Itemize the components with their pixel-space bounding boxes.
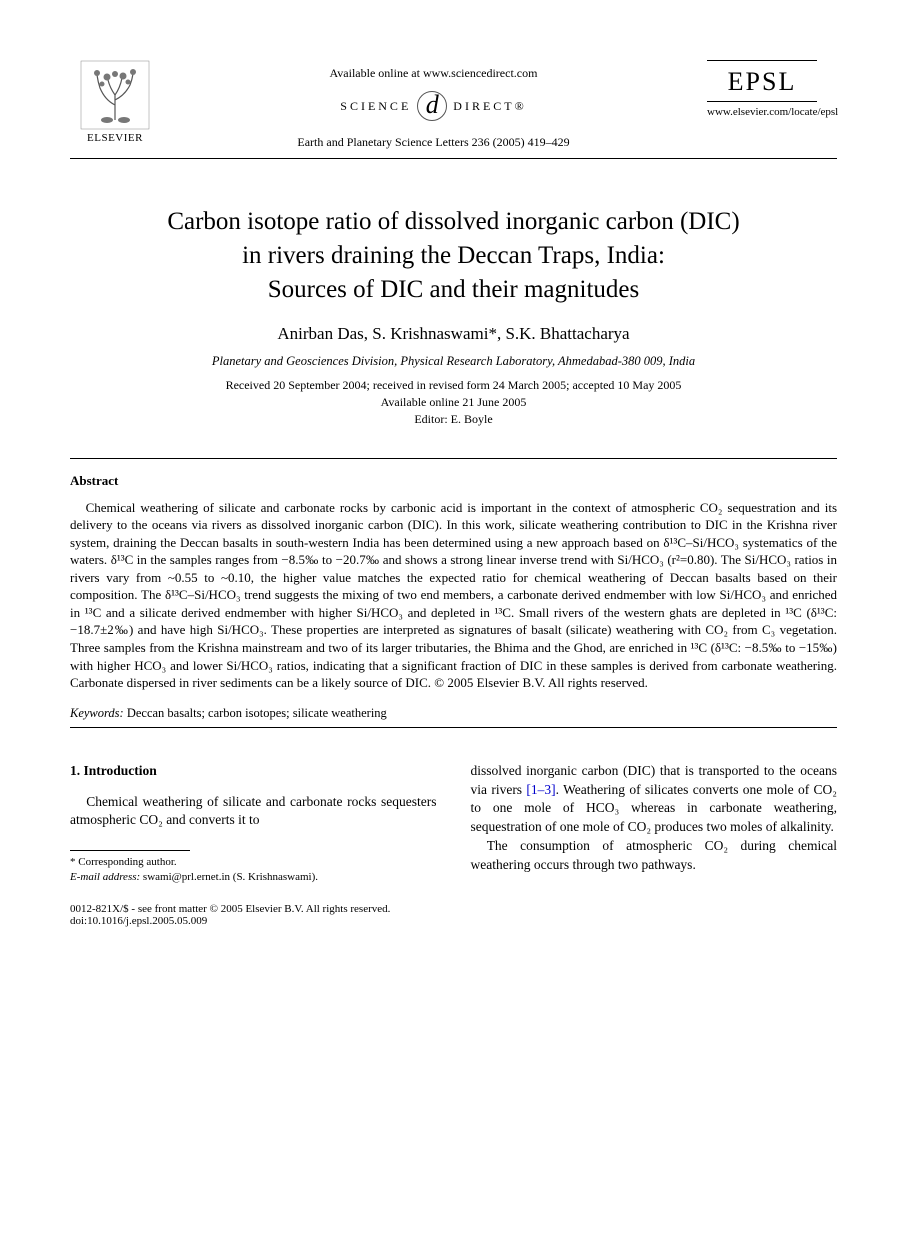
sd-at-icon: d: [417, 91, 447, 121]
epsl-container: EPSL www.elsevier.com/locate/epsl: [707, 60, 837, 118]
header-center: Available online at www.sciencedirect.co…: [160, 60, 707, 150]
intro-para-right-1: dissolved inorganic carbon (DIC) that is…: [471, 762, 838, 838]
doi: doi:10.1016/j.epsl.2005.05.009: [70, 915, 207, 927]
intro-para-right-2: The consumption of atmospheric CO₂ durin…: [471, 837, 838, 875]
journal-url: www.elsevier.com/locate/epsl: [707, 106, 837, 118]
email-footnote: E-mail address: swami@prl.ernet.in (S. K…: [70, 870, 437, 885]
abstract-top-rule: [70, 458, 837, 459]
left-column: 1. Introduction Chemical weathering of s…: [70, 762, 437, 885]
corresponding-footnote: * Corresponding author.: [70, 855, 437, 870]
sd-right: DIRECT®: [453, 99, 526, 114]
title-line1: Carbon isotope ratio of dissolved inorga…: [167, 208, 739, 235]
journal-reference: Earth and Planetary Science Letters 236 …: [160, 135, 707, 150]
dates-line1: Received 20 September 2004; received in …: [226, 378, 682, 392]
available-online-text: Available online at www.sciencedirect.co…: [160, 66, 707, 81]
publisher-block: ELSEVIER: [70, 60, 160, 144]
abstract-heading: Abstract: [70, 473, 837, 489]
keywords-label: Keywords:: [70, 706, 124, 720]
abstract-body: Chemical weathering of silicate and carb…: [70, 499, 837, 692]
header-row: ELSEVIER Available online at www.science…: [70, 60, 837, 150]
front-matter: 0012-821X/$ - see front matter © 2005 El…: [70, 903, 837, 927]
intro-para-left: Chemical weathering of silicate and carb…: [70, 793, 437, 831]
body-columns: 1. Introduction Chemical weathering of s…: [70, 762, 837, 885]
article-title: Carbon isotope ratio of dissolved inorga…: [100, 205, 807, 306]
citation-link[interactable]: [1–3]: [526, 782, 555, 797]
right-column: dissolved inorganic carbon (DIC) that is…: [471, 762, 838, 885]
dates-line2: Available online 21 June 2005: [381, 395, 527, 409]
abstract-bottom-rule: [70, 727, 837, 728]
sciencedirect-logo: SCIENCE d DIRECT®: [340, 91, 526, 121]
affiliation: Planetary and Geosciences Division, Phys…: [70, 354, 837, 369]
epsl-block: EPSL: [707, 60, 817, 102]
front-matter-line1: 0012-821X/$ - see front matter © 2005 El…: [70, 903, 390, 915]
dates-line3: Editor: E. Boyle: [414, 412, 492, 426]
keywords-text: Deccan basalts; carbon isotopes; silicat…: [124, 706, 387, 720]
publisher-label: ELSEVIER: [70, 132, 160, 144]
footnote-rule: [70, 850, 190, 851]
section-1-heading: 1. Introduction: [70, 762, 437, 781]
article-dates: Received 20 September 2004; received in …: [70, 377, 837, 427]
page: ELSEVIER Available online at www.science…: [0, 0, 907, 967]
keywords: Keywords: Deccan basalts; carbon isotope…: [70, 706, 837, 721]
email-value: swami@prl.ernet.in (S. Krishnaswami).: [140, 871, 318, 883]
title-line2: in rivers draining the Deccan Traps, Ind…: [242, 242, 665, 269]
email-label: E-mail address:: [70, 871, 140, 883]
authors: Anirban Das, S. Krishnaswami*, S.K. Bhat…: [70, 324, 837, 344]
journal-abbrev: EPSL: [707, 67, 817, 97]
title-line3: Sources of DIC and their magnitudes: [268, 276, 639, 303]
elsevier-tree-icon: [80, 60, 150, 130]
sd-left: SCIENCE: [340, 99, 411, 114]
header-rule: [70, 158, 837, 159]
